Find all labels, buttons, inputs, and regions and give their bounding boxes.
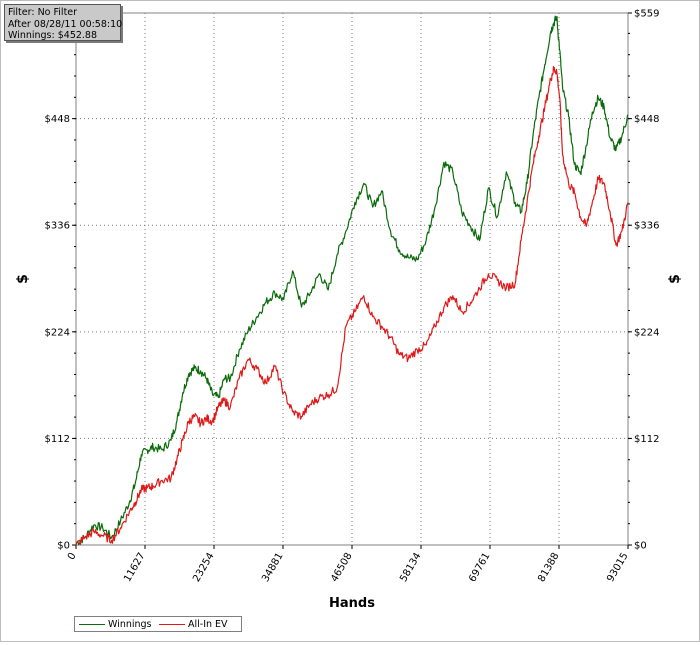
y-tick-label-left: $448 bbox=[45, 114, 70, 125]
series-line-winnings bbox=[75, 15, 629, 546]
series-line-all-in-ev bbox=[75, 65, 629, 546]
y-tick-label-left: $336 bbox=[45, 221, 70, 232]
chart-legend: Winnings All-In EV bbox=[74, 616, 242, 632]
series-lines bbox=[75, 15, 629, 546]
after-date-text: After 08/28/11 00:58:10 bbox=[8, 18, 123, 30]
legend-item-winnings: Winnings bbox=[79, 617, 152, 631]
y-tick-label-left: $112 bbox=[45, 434, 70, 445]
y-tick-label-right: $559 bbox=[634, 9, 659, 20]
y-tick-label-left: $224 bbox=[45, 327, 70, 338]
y-tick-label-left: $0 bbox=[57, 541, 70, 552]
x-tick-label: 81388 bbox=[536, 551, 561, 584]
legend-swatch-winnings bbox=[79, 623, 105, 625]
filter-info-box: Filter: No Filter After 08/28/11 00:58:1… bbox=[4, 4, 123, 41]
y-axis-label-left: $ bbox=[15, 274, 31, 284]
x-tick-label: 93015 bbox=[605, 551, 630, 584]
grid-lines bbox=[76, 13, 628, 545]
y-axis-label-right: $ bbox=[667, 274, 683, 284]
x-tick-label: 34881 bbox=[260, 551, 285, 584]
legend-label-all-in-ev: All-In EV bbox=[188, 618, 228, 630]
x-axis-label: Hands bbox=[329, 596, 375, 611]
y-tick-label-right: $336 bbox=[634, 221, 659, 232]
y-tick-label-right: $448 bbox=[634, 114, 659, 125]
legend-swatch-all-in-ev bbox=[159, 623, 185, 625]
x-tick-label: 58134 bbox=[398, 551, 423, 584]
filter-text: Filter: No Filter bbox=[8, 7, 78, 18]
winnings-total-text: Winnings: $452.88 bbox=[8, 30, 98, 41]
x-tick-label: 23254 bbox=[191, 551, 216, 584]
x-tick-label: 0 bbox=[66, 551, 79, 562]
x-tick-label: 11627 bbox=[122, 551, 147, 584]
legend-label-winnings: Winnings bbox=[108, 618, 152, 630]
y-tick-label-right: $0 bbox=[634, 541, 647, 552]
y-tick-label-right: $112 bbox=[634, 434, 659, 445]
y-tick-label-right: $224 bbox=[634, 327, 659, 338]
x-tick-label: 46508 bbox=[329, 551, 354, 584]
x-tick-label: 69761 bbox=[467, 551, 492, 584]
legend-item-all-in-ev: All-In EV bbox=[159, 617, 228, 631]
